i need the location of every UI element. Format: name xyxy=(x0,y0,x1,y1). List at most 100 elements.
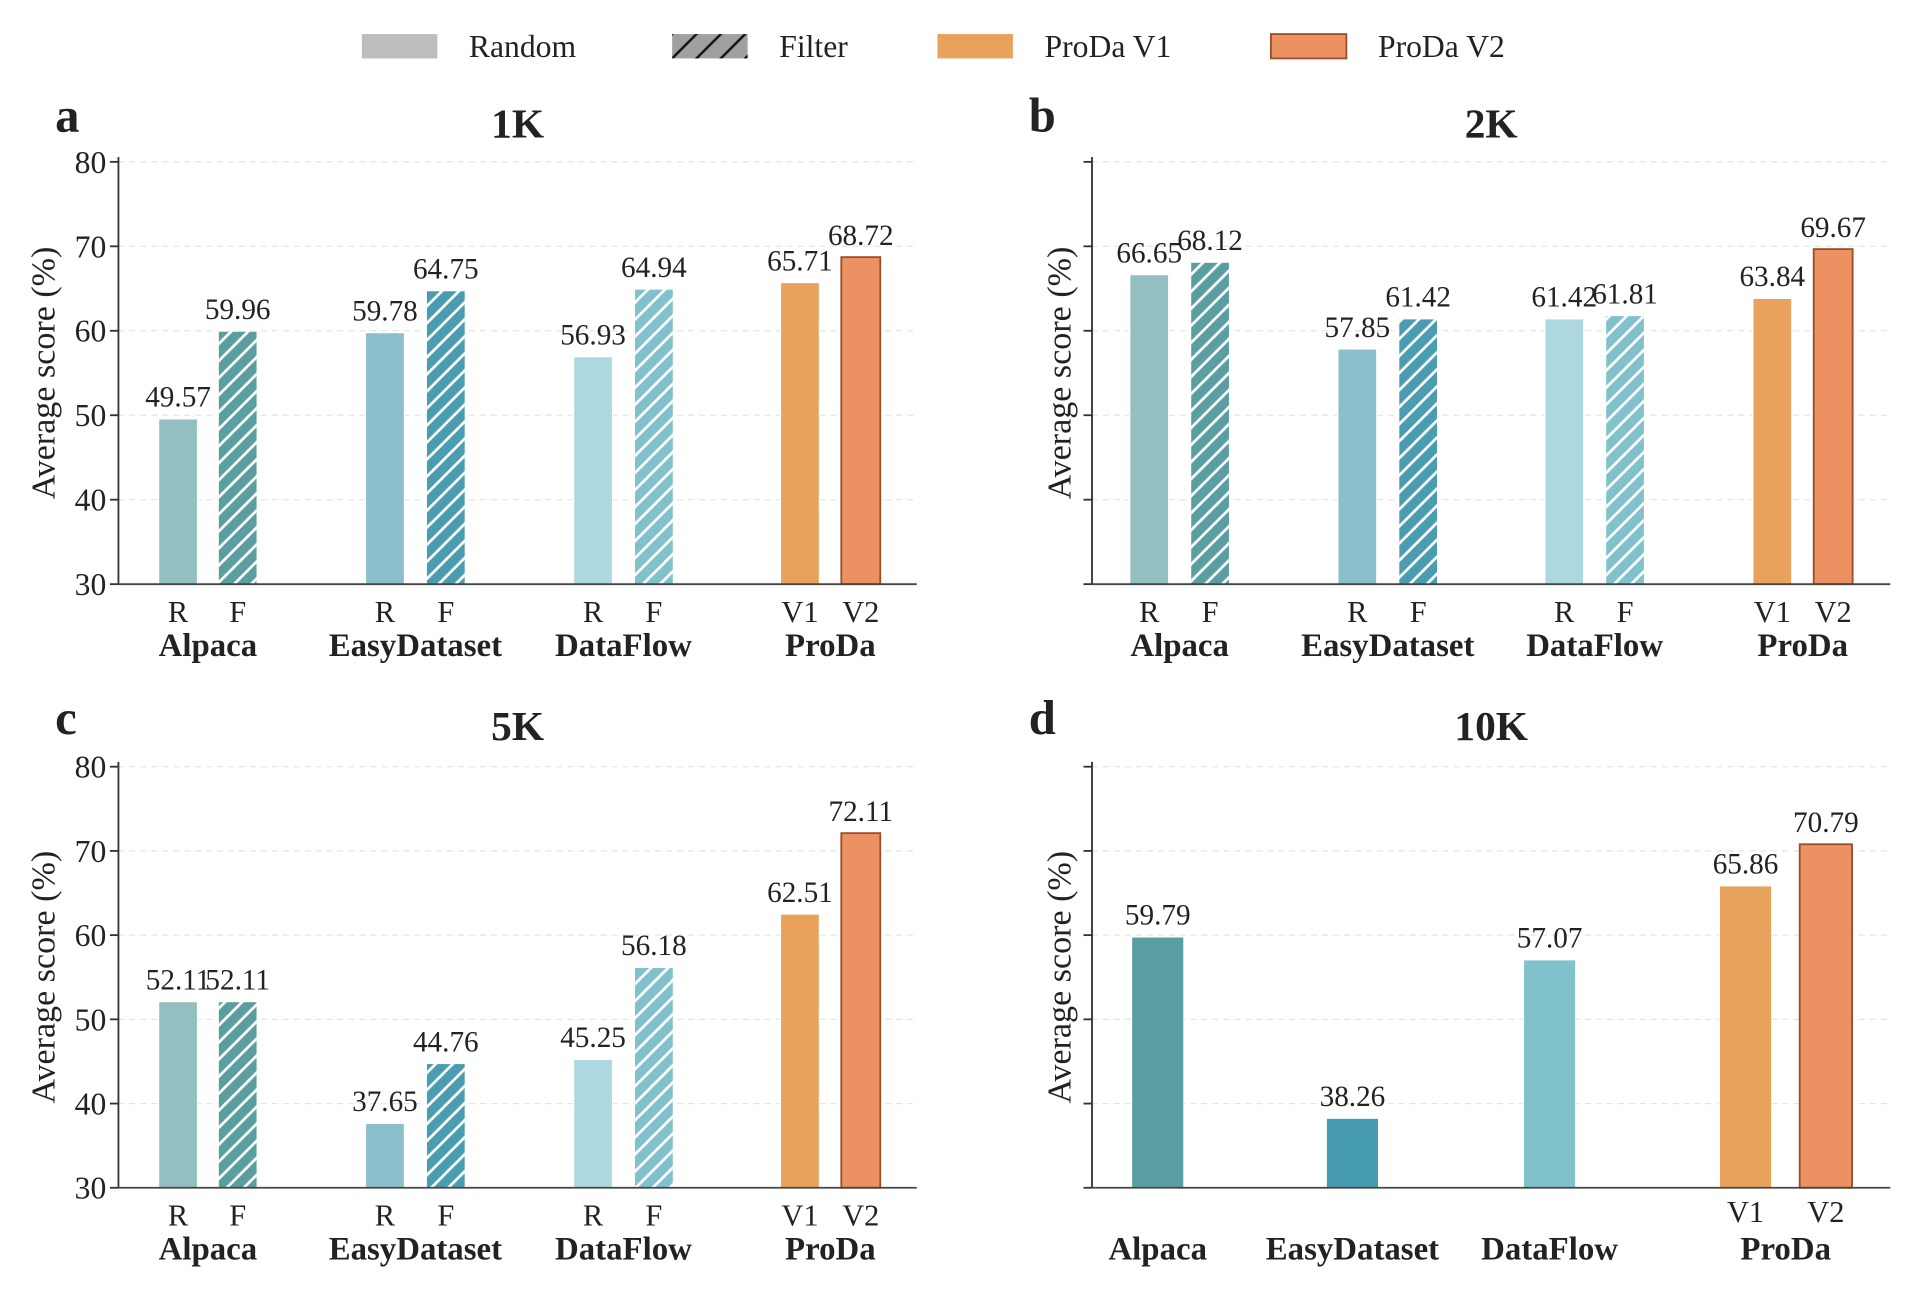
y-tick-label: 60 xyxy=(75,314,107,349)
bar-hatch xyxy=(634,289,674,585)
x-tick-label: R xyxy=(583,595,604,629)
x-tick-label: F xyxy=(437,1199,454,1233)
bar-hatch xyxy=(1398,318,1438,585)
x-tick-label: V2 xyxy=(1815,595,1852,629)
panel-letter: d xyxy=(1029,691,1056,745)
data-label: 70.79 xyxy=(1793,807,1859,839)
x-tick-label: R xyxy=(375,595,396,629)
bar-alpaca-r xyxy=(1129,274,1170,585)
group-label: Alpaca xyxy=(1130,628,1229,664)
y-axis-label: Average score (%) xyxy=(25,851,62,1104)
bar-easydataset xyxy=(1325,1117,1380,1189)
group-label: EasyDataset xyxy=(329,1232,502,1268)
data-label: 59.96 xyxy=(205,294,271,326)
x-tick-label: V1 xyxy=(781,595,818,629)
bar-proda-v2 xyxy=(840,832,882,1189)
bar-proda-v1 xyxy=(1752,297,1793,585)
group-label: DataFlow xyxy=(555,1232,692,1268)
y-tick-label: 70 xyxy=(75,229,107,264)
bar-alpaca xyxy=(1130,936,1185,1189)
bar-hatch xyxy=(426,290,466,585)
group-label: EasyDataset xyxy=(1301,628,1474,664)
panel-a: a 1K Average score (%) 30 40 50 60 70 80 49.57 R 59… xyxy=(25,88,917,664)
group-label: EasyDataset xyxy=(1266,1232,1439,1268)
x-tick-label: R xyxy=(1347,595,1368,629)
y-axis-label: Average score (%) xyxy=(25,247,62,500)
x-tick-label: V1 xyxy=(1727,1195,1764,1229)
data-label: 61.42 xyxy=(1385,282,1451,314)
data-label: 61.42 xyxy=(1531,282,1597,314)
panel-title: 2K xyxy=(1465,101,1518,147)
bar-proda-v1 xyxy=(779,281,821,585)
panel-c: c 5K Average score (%) 30 40 50 60 70 80 52.11 R 52… xyxy=(25,691,917,1268)
panel-letter: a xyxy=(55,88,79,142)
data-label: 45.25 xyxy=(560,1022,626,1054)
legend-label: ProDa V1 xyxy=(1045,29,1172,64)
x-tick-label: R xyxy=(583,1199,604,1233)
bar-dataflow-r xyxy=(572,1058,614,1189)
y-tick-label: 60 xyxy=(75,918,107,953)
panel-title: 5K xyxy=(491,703,544,749)
group-label: DataFlow xyxy=(1526,628,1663,664)
y-tick-label: 40 xyxy=(75,1087,107,1122)
x-tick-label: R xyxy=(375,1199,396,1233)
x-tick-label: F xyxy=(1617,595,1634,629)
data-label: 38.26 xyxy=(1320,1081,1386,1113)
x-tick-label: V2 xyxy=(842,1199,879,1233)
group-label: DataFlow xyxy=(555,628,692,664)
bar-hatch xyxy=(634,967,674,1188)
x-tick-label: R xyxy=(168,595,189,629)
panel-letter: c xyxy=(55,691,77,745)
legend-swatch xyxy=(1270,33,1348,60)
y-tick-label: 50 xyxy=(75,398,107,433)
group-label: ProDa xyxy=(785,1232,876,1268)
y-tick-label: 70 xyxy=(75,834,107,869)
data-label: 57.07 xyxy=(1517,923,1583,955)
y-tick-label: 30 xyxy=(75,567,107,602)
data-label: 61.81 xyxy=(1592,278,1658,310)
data-label: 72.11 xyxy=(828,796,893,828)
data-label: 52.11 xyxy=(146,964,211,996)
data-label: 65.71 xyxy=(767,245,833,277)
bar-hatch xyxy=(1190,262,1230,585)
bar-proda-v2 xyxy=(1812,248,1854,586)
legend-swatch xyxy=(361,34,438,59)
group-label: Alpaca xyxy=(159,628,258,664)
bar-hatch xyxy=(218,331,258,585)
x-tick-label: V1 xyxy=(1754,595,1791,629)
x-tick-label: R xyxy=(1139,595,1160,629)
group-label: ProDa xyxy=(785,628,876,664)
bar-proda-v2 xyxy=(840,256,882,586)
data-label: 65.86 xyxy=(1713,849,1779,881)
x-tick-label: V2 xyxy=(842,595,879,629)
x-tick-label: F xyxy=(1202,595,1219,629)
data-label: 56.93 xyxy=(560,320,626,352)
bar-dataflow-r xyxy=(1544,318,1585,585)
bar-hatch xyxy=(1605,315,1645,585)
group-label: ProDa xyxy=(1757,628,1848,664)
x-tick-label: V2 xyxy=(1807,1195,1844,1229)
bar-alpaca-r xyxy=(157,418,199,585)
group-label: ProDa xyxy=(1740,1232,1831,1268)
bar-easydataset-r xyxy=(364,1122,406,1189)
panel-letter: b xyxy=(1029,88,1056,142)
group-label: Alpaca xyxy=(1108,1232,1207,1268)
data-label: 64.75 xyxy=(413,253,479,285)
bar-easydataset-r xyxy=(364,332,406,585)
legend: Random Filter ProDa V1 ProDa V2 xyxy=(361,29,1505,64)
bar-dataflow xyxy=(1522,959,1577,1189)
legend-hatch xyxy=(672,34,748,59)
y-axis-label: Average score (%) xyxy=(1042,247,1079,500)
data-label: 69.67 xyxy=(1800,212,1866,244)
y-tick-label: 50 xyxy=(75,1002,107,1037)
x-tick-label: F xyxy=(1410,595,1427,629)
y-axis-label: Average score (%) xyxy=(1042,851,1079,1104)
bar-easydataset-r xyxy=(1337,348,1378,585)
bar-hatch xyxy=(218,1001,258,1188)
x-tick-label: F xyxy=(645,1199,662,1233)
data-label: 59.79 xyxy=(1125,900,1191,932)
legend-label: Filter xyxy=(779,29,848,64)
data-label: 57.85 xyxy=(1324,312,1390,344)
x-tick-label: F xyxy=(229,595,246,629)
